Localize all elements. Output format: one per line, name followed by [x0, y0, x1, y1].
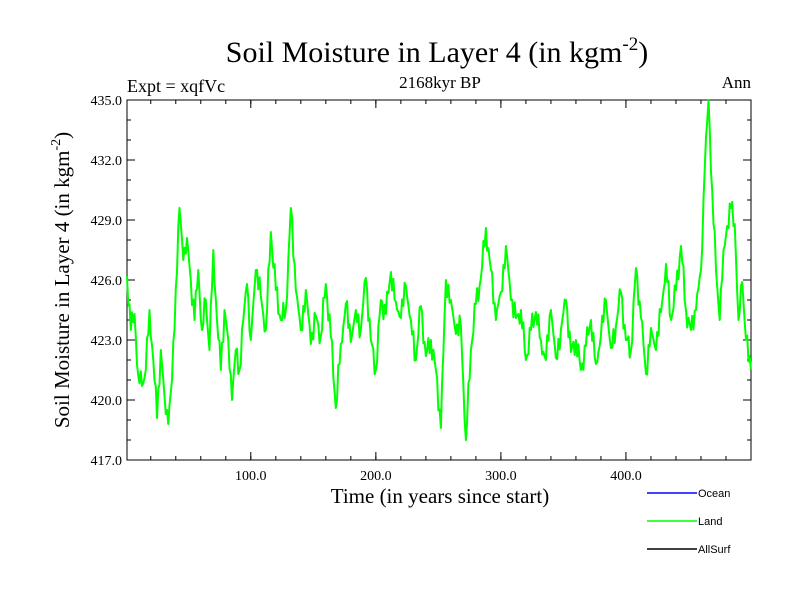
x-tick-label: 100.0 [235, 469, 267, 484]
chart-title: Soil Moisture in Layer 4 (in kgm-2) [226, 34, 648, 69]
x-tick-label: 300.0 [485, 469, 517, 484]
legend-label-allsurf: AllSurf [698, 544, 731, 556]
series-layer [126, 99, 752, 441]
y-tick-label: 432.0 [91, 154, 123, 169]
x-tick-label: 400.0 [610, 469, 642, 484]
legend-label-ocean: Ocean [698, 488, 730, 500]
y-tick-label: 423.0 [91, 334, 123, 349]
y-tick-label: 417.0 [91, 454, 123, 469]
series-line-land [126, 99, 752, 441]
experiment-label: Expt = xqfVc [127, 76, 225, 96]
legend-label-land: Land [698, 516, 722, 528]
y-axis: 417.0 420.0 423.0 426.0 429.0 432.0 435.0 [91, 94, 751, 469]
legend: Ocean Land AllSurf [647, 488, 731, 556]
y-tick-label: 426.0 [91, 274, 123, 289]
x-axis: 100.0 200.0 300.0 400.0 [150, 100, 727, 484]
y-tick-label: 420.0 [91, 394, 123, 409]
y-axis-label: Soil Moisture in Layer 4 (in kgm-2) [49, 132, 74, 428]
y-tick-label: 429.0 [91, 214, 123, 229]
season-label: Ann [722, 73, 752, 92]
x-tick-label: 200.0 [360, 469, 392, 484]
chart-subtitle: 2168kyr BP [399, 73, 481, 92]
x-axis-label: Time (in years since start) [331, 484, 550, 508]
y-tick-label: 435.0 [91, 94, 123, 109]
